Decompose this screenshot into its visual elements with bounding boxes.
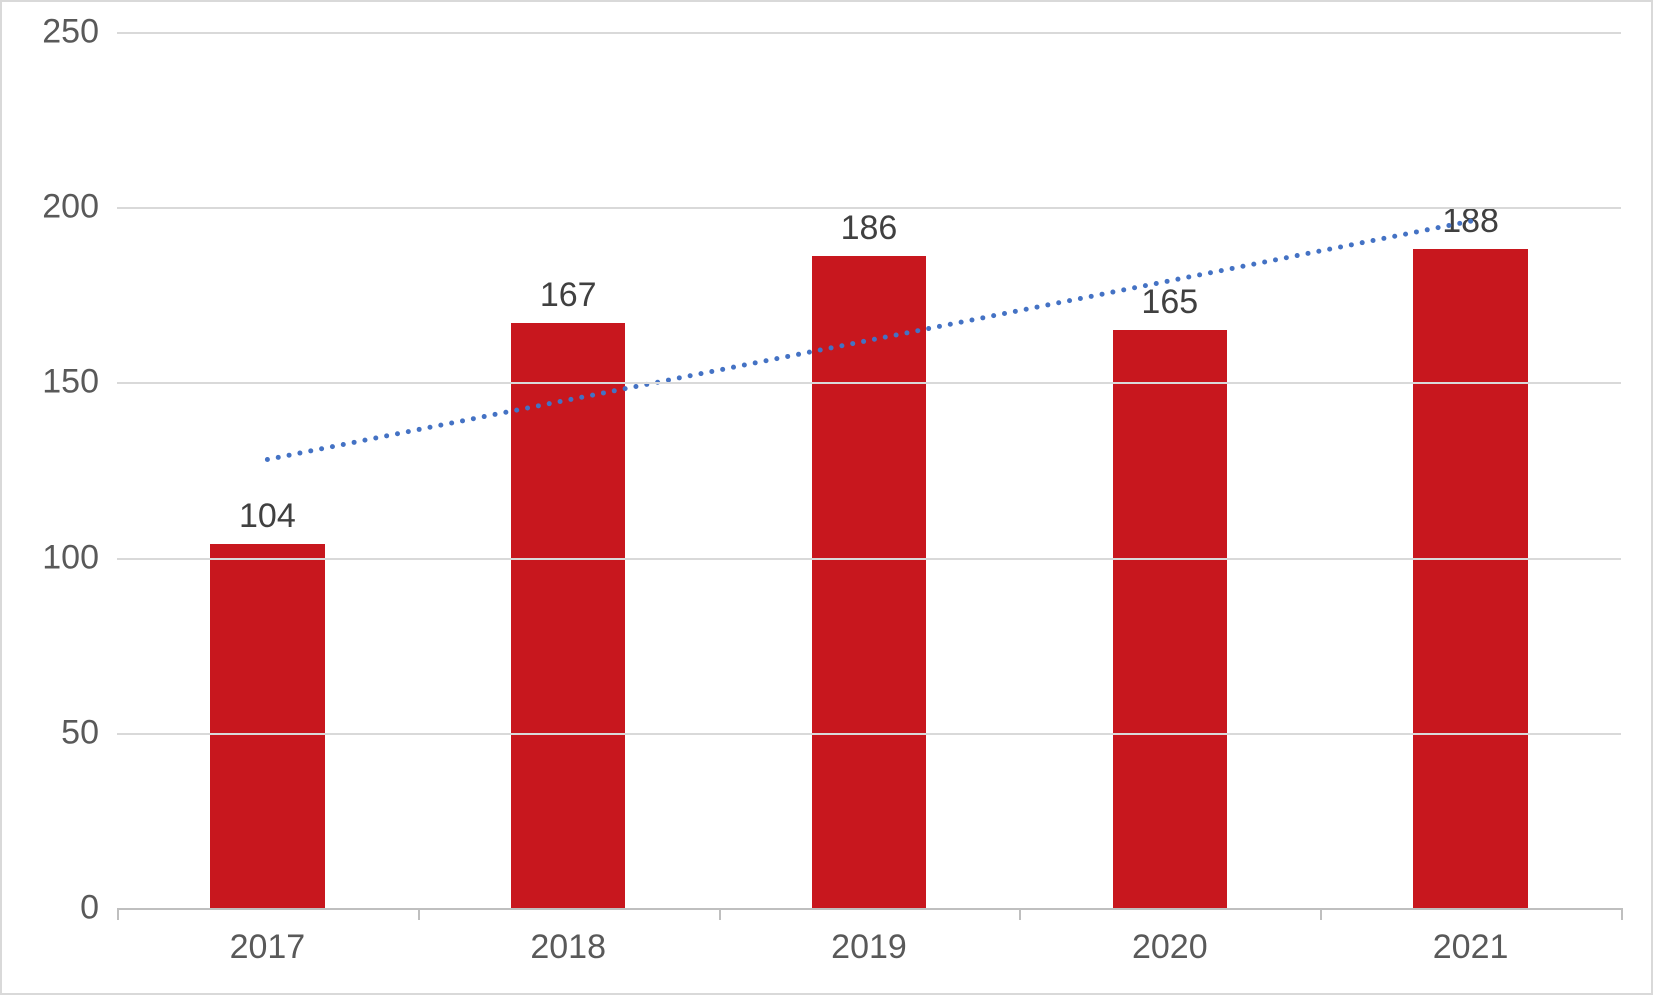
gridline bbox=[117, 558, 1621, 560]
x-tick-mark bbox=[117, 908, 119, 920]
x-axis-label: 2021 bbox=[1433, 908, 1509, 967]
y-axis-label: 150 bbox=[42, 363, 117, 402]
x-tick-mark bbox=[1621, 908, 1623, 920]
gridline bbox=[117, 207, 1621, 209]
x-axis-label: 2020 bbox=[1132, 908, 1208, 967]
gridline bbox=[117, 32, 1621, 34]
plot-area: 104167186165188 050100150200250201720182… bbox=[117, 32, 1621, 908]
bar-value-label: 188 bbox=[1442, 202, 1499, 249]
x-axis-label: 2017 bbox=[230, 908, 306, 967]
bar: 167 bbox=[511, 323, 625, 908]
x-tick-mark bbox=[1320, 908, 1322, 920]
x-tick-mark bbox=[719, 908, 721, 920]
bar: 104 bbox=[210, 544, 324, 908]
y-axis-label: 250 bbox=[42, 13, 117, 52]
bar: 186 bbox=[812, 256, 926, 908]
y-axis-label: 200 bbox=[42, 188, 117, 227]
chart-frame: 104 167 186 165 188 0 50 100 150 200 250 2017 2018 2… bbox=[0, 0, 1653, 995]
bar-value-label: 104 bbox=[239, 497, 296, 544]
y-axis-label: 0 bbox=[80, 889, 117, 928]
bar-value-label: 167 bbox=[540, 276, 597, 323]
x-tick-mark bbox=[1019, 908, 1021, 920]
y-axis-label: 50 bbox=[61, 713, 117, 752]
y-axis-label: 100 bbox=[42, 538, 117, 577]
bars-layer: 104 167 186 165 188 bbox=[117, 32, 1621, 908]
bar-value-label: 186 bbox=[841, 209, 898, 256]
x-axis-label: 2018 bbox=[530, 908, 606, 967]
gridline bbox=[117, 733, 1621, 735]
bar-value-label: 165 bbox=[1141, 283, 1198, 330]
x-axis-label: 2019 bbox=[831, 908, 907, 967]
bar: 165 bbox=[1113, 330, 1227, 908]
bar: 188 bbox=[1413, 249, 1527, 908]
gridline bbox=[117, 382, 1621, 384]
x-tick-mark bbox=[418, 908, 420, 920]
